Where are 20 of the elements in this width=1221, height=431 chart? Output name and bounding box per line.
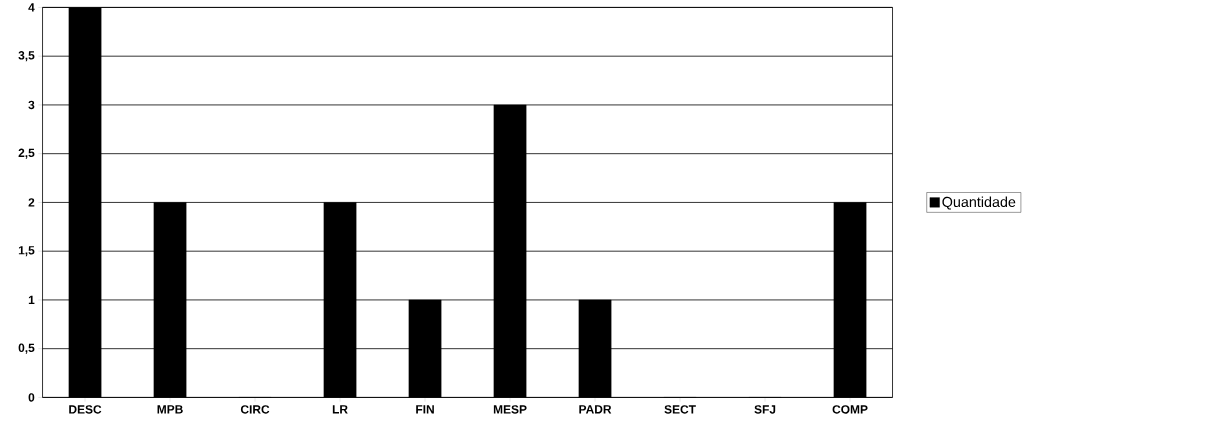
x-tick-label: MESP [493, 404, 527, 414]
x-tick-label: SECT [664, 404, 696, 414]
y-tick-label: 0 [28, 392, 35, 402]
x-tick-label: PADR [579, 404, 612, 414]
x-tick-label: LR [332, 404, 348, 414]
x-tick-label: FIN [416, 404, 434, 414]
y-tick-label: 1,5 [18, 245, 35, 256]
y-tick-label: 1 [28, 295, 35, 304]
y-tick-label: 0,5 [18, 343, 35, 354]
legend-label: Quantidade [942, 196, 1016, 210]
x-tick-label: CIRC [240, 404, 270, 414]
x-tick-label: COMP [832, 404, 868, 414]
x-tick-label: DESC [69, 404, 102, 414]
y-tick-label: 4 [28, 3, 35, 12]
y-tick-label: 3 [28, 100, 35, 109]
y-tick-label: 2 [28, 198, 35, 207]
x-tick-label: SFJ [754, 404, 776, 414]
y-tick-label: 3,5 [18, 50, 35, 62]
x-tick-label: MPB [157, 404, 183, 414]
y-tick-label: 2,5 [18, 148, 35, 159]
